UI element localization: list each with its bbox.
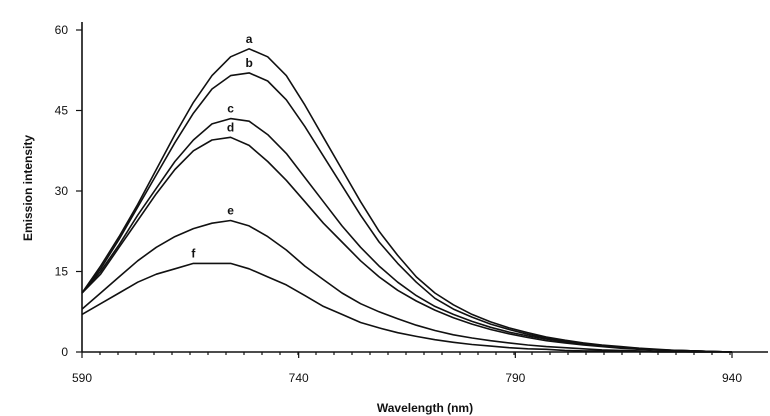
y-tick-label: 0	[61, 345, 68, 359]
x-tick-label: 740	[289, 371, 309, 385]
y-tick-label: 15	[55, 265, 69, 279]
series-label-a: a	[246, 32, 253, 46]
x-tick-label: 590	[72, 371, 92, 385]
y-tick-label: 30	[55, 184, 69, 198]
y-tick-label: 60	[55, 23, 69, 37]
series-line-d	[81, 136, 733, 353]
series-label-e: e	[227, 204, 234, 218]
y-axis-ticks: 0 15 30 45 60	[55, 23, 82, 359]
series-labels: ab cd e f	[191, 32, 252, 261]
series-label-c: c	[227, 102, 234, 116]
series-line-f	[81, 262, 732, 353]
series-line-b	[81, 72, 733, 353]
series-lines	[81, 48, 733, 353]
series-line-a	[81, 48, 733, 353]
series-line-e	[81, 219, 732, 353]
y-tick-label: 45	[55, 104, 69, 118]
series-label-d: d	[227, 120, 234, 134]
y-axis-title: Emission intensity	[21, 135, 35, 241]
series-label-f: f	[191, 246, 196, 260]
series-label-b: b	[245, 56, 252, 70]
x-axis-title: Wavelength (nm)	[377, 401, 473, 415]
plot-area	[81, 22, 768, 353]
x-axis-ticks: 590 740 790 940	[72, 352, 742, 385]
x-tick-label: 790	[505, 371, 525, 385]
x-tick-label: 940	[722, 371, 742, 385]
